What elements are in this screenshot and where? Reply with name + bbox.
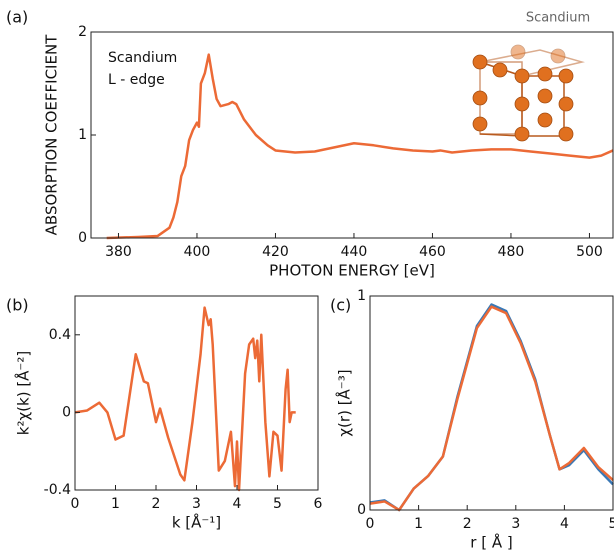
x-tick-label: 5 [609, 516, 614, 532]
x-tick-label: 5 [273, 496, 282, 512]
x-axis-label: k [Å⁻¹] [172, 513, 221, 532]
x-tick-label: 3 [511, 516, 520, 532]
x-tick-label: 2 [463, 516, 472, 532]
y-axis-label: ABSORPTION COEFFICIENT [43, 34, 61, 235]
x-tick-label: 1 [414, 516, 423, 532]
x-tick-label: 420 [262, 244, 289, 260]
x-tick-label: 3 [192, 496, 201, 512]
x-tick-label: 4 [560, 516, 569, 532]
y-tick-label: 0.4 [49, 327, 71, 343]
y-tick-label: 1 [357, 288, 366, 304]
x-tick-label: 440 [341, 244, 368, 260]
y-tick-label: 2 [78, 24, 87, 40]
data-line [74, 306, 296, 492]
x-axis-label: PHOTON ENERGY [eV] [269, 262, 435, 280]
panel-label: (c) [330, 296, 351, 315]
x-tick-label: 400 [184, 244, 211, 260]
annotation: L - edge [108, 72, 165, 88]
y-tick-label: 0 [78, 230, 87, 246]
x-tick-label: 0 [366, 516, 375, 532]
data-line [369, 303, 614, 512]
panel-label: (b) [6, 296, 29, 315]
crystal-illustration [477, 49, 585, 137]
y-tick-label: 0 [357, 502, 366, 518]
panel-label: (a) [6, 8, 28, 27]
data-line [106, 53, 614, 240]
x-tick-label: 460 [419, 244, 446, 260]
x-tick-label: 4 [233, 496, 242, 512]
x-tick-label: 2 [152, 496, 161, 512]
plot-frame [369, 295, 614, 511]
y-tick-label: -0.4 [44, 482, 71, 498]
y-tick-label: 1 [78, 127, 87, 143]
x-axis-label: r [ Å ] [470, 533, 512, 552]
x-tick-label: 380 [105, 244, 132, 260]
crystal-atoms [472, 44, 574, 142]
y-axis-label: k²χ(k) [Å⁻²] [14, 351, 33, 435]
x-tick-label: 500 [576, 244, 603, 260]
x-tick-label: 1 [111, 496, 120, 512]
x-tick-label: 6 [314, 496, 323, 512]
chart-title: Scandium [526, 11, 590, 26]
y-axis-label: χ(r) [Å⁻³] [335, 369, 354, 436]
y-tick-label: 0 [62, 404, 71, 420]
annotation: Scandium [108, 50, 177, 66]
x-tick-label: 0 [71, 496, 80, 512]
x-tick-label: 480 [498, 244, 525, 260]
data-line [369, 305, 614, 512]
